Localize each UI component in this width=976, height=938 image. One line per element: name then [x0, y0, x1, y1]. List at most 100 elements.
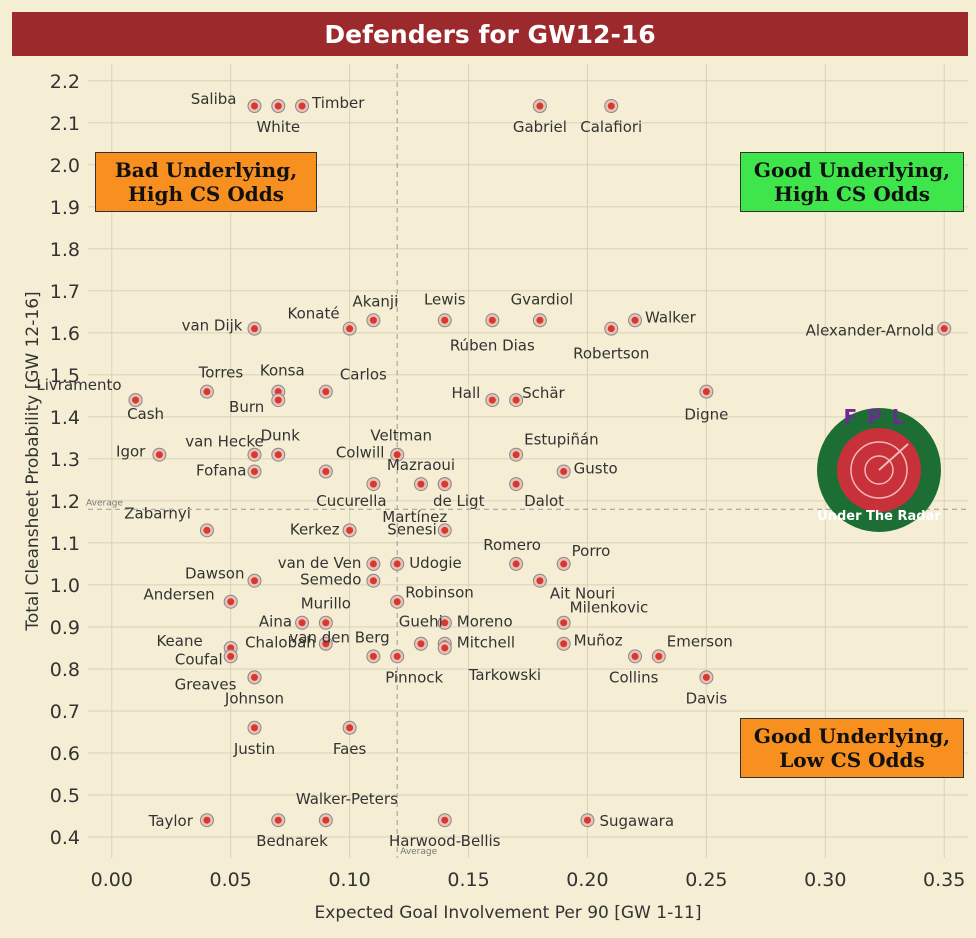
data-point-core	[203, 388, 211, 396]
y-tick-label: 1.1	[50, 533, 80, 555]
callout-good-underlying-low-cs: Good Underlying, Low CS Odds	[740, 718, 964, 778]
data-point-core	[298, 619, 306, 627]
data-point-core	[393, 560, 401, 568]
data-point-core	[560, 619, 568, 627]
point-label: Schär	[522, 384, 565, 402]
point-label: Coufal	[175, 650, 223, 668]
point-label: Calafiori	[580, 118, 642, 136]
point-label: Walker	[645, 308, 697, 326]
point-label: Dawson	[185, 565, 245, 583]
under-the-radar-logo: FPL Under The Radar	[817, 405, 941, 532]
data-point-core	[631, 316, 639, 324]
data-point-core	[346, 325, 354, 333]
point-label: Konaté	[288, 305, 340, 323]
data-point-core	[250, 468, 258, 476]
point-label: Igor	[116, 443, 146, 461]
data-point-core	[274, 816, 282, 824]
x-tick-label: 0.05	[210, 869, 252, 891]
callout-line: Good Underlying,	[753, 724, 951, 748]
data-point-core	[250, 325, 258, 333]
point-label: Robertson	[573, 345, 649, 363]
data-point-core	[512, 480, 520, 488]
data-point-core	[607, 102, 615, 110]
x-tick-label: 0.15	[447, 869, 489, 891]
point-label: van de Ven	[278, 554, 362, 572]
data-point-core	[369, 577, 377, 585]
point-label: Moreno	[457, 613, 513, 631]
point-label: Ait Nouri	[550, 585, 615, 603]
logo-fpl-text: FPL	[843, 405, 914, 429]
data-point-core	[702, 673, 710, 681]
data-point-core	[346, 526, 354, 534]
data-point-core	[488, 396, 496, 404]
y-tick-label: 2.1	[50, 113, 80, 135]
logo-radar-ring	[864, 455, 894, 485]
data-point-core	[940, 325, 948, 333]
y-tick-label: 1.0	[50, 575, 80, 597]
point-label: Veltman	[370, 427, 432, 445]
x-tick-label: 0.10	[328, 869, 370, 891]
point-label: Mitchell	[457, 634, 515, 652]
point-label: Torres	[198, 364, 244, 382]
point-label: Semedo	[300, 571, 361, 589]
point-label: Porro	[572, 542, 611, 560]
point-label: Taylor	[148, 812, 194, 830]
point-label: Walker-Peters	[296, 790, 398, 808]
x-tick-label: 0.25	[685, 869, 727, 891]
point-label: Guehi	[399, 613, 443, 631]
data-point-core	[417, 480, 425, 488]
point-label: Cash	[127, 405, 164, 423]
point-label: Collins	[609, 668, 659, 686]
data-point-core	[322, 468, 330, 476]
x-tick-label: 0.00	[91, 869, 133, 891]
point-label: Zabarnyi	[124, 504, 191, 522]
data-point-core	[346, 724, 354, 732]
callout-line: Bad Underlying,	[114, 158, 298, 182]
point-label: Cucurella	[316, 492, 386, 510]
point-label: Gusto	[574, 460, 618, 478]
grid	[88, 64, 968, 858]
data-point-core	[203, 816, 211, 824]
data-point-core	[155, 451, 163, 459]
data-points	[128, 99, 952, 828]
data-point-core	[250, 451, 258, 459]
point-label: Sugawara	[599, 812, 674, 830]
point-label: Faes	[333, 740, 367, 758]
point-label: Senesi	[387, 520, 436, 538]
point-label: Milenkovic	[570, 599, 649, 617]
point-label: Andersen	[143, 586, 214, 604]
y-tick-label: 0.8	[50, 659, 80, 681]
point-label: Emerson	[667, 632, 733, 650]
point-label: Romero	[483, 536, 541, 554]
point-label: Gvardiol	[511, 290, 574, 308]
data-point-core	[512, 396, 520, 404]
point-label: Johnson	[224, 689, 284, 707]
point-label: Konsa	[260, 362, 305, 380]
data-point-core	[322, 388, 330, 396]
point-label: Kerkez	[290, 520, 340, 538]
callout-line: Good Underlying,	[753, 158, 951, 182]
data-point-core	[322, 816, 330, 824]
point-label: Colwill	[336, 444, 385, 462]
y-tick-label: 0.9	[50, 617, 80, 639]
point-label: Lewis	[424, 290, 466, 308]
point-label: Tarkowski	[468, 666, 541, 684]
point-label: Muñoz	[574, 632, 623, 650]
data-point-core	[203, 526, 211, 534]
x-tick-label: 0.30	[804, 869, 846, 891]
point-label: de Ligt	[433, 492, 485, 510]
y-tick-label: 1.3	[50, 449, 80, 471]
point-label: Aina	[259, 613, 292, 631]
data-point-core	[132, 396, 140, 404]
y-tick-label: 1.4	[50, 407, 80, 429]
data-point-core	[441, 316, 449, 324]
point-label: Carlos	[340, 366, 387, 384]
data-point-core	[512, 560, 520, 568]
y-tick-label: 1.7	[50, 281, 80, 303]
y-tick-label: 0.6	[50, 743, 80, 765]
point-label: Livramento	[36, 376, 121, 394]
y-tick-label: 1.2	[50, 491, 80, 513]
data-point-core	[441, 816, 449, 824]
data-point-core	[227, 652, 235, 660]
